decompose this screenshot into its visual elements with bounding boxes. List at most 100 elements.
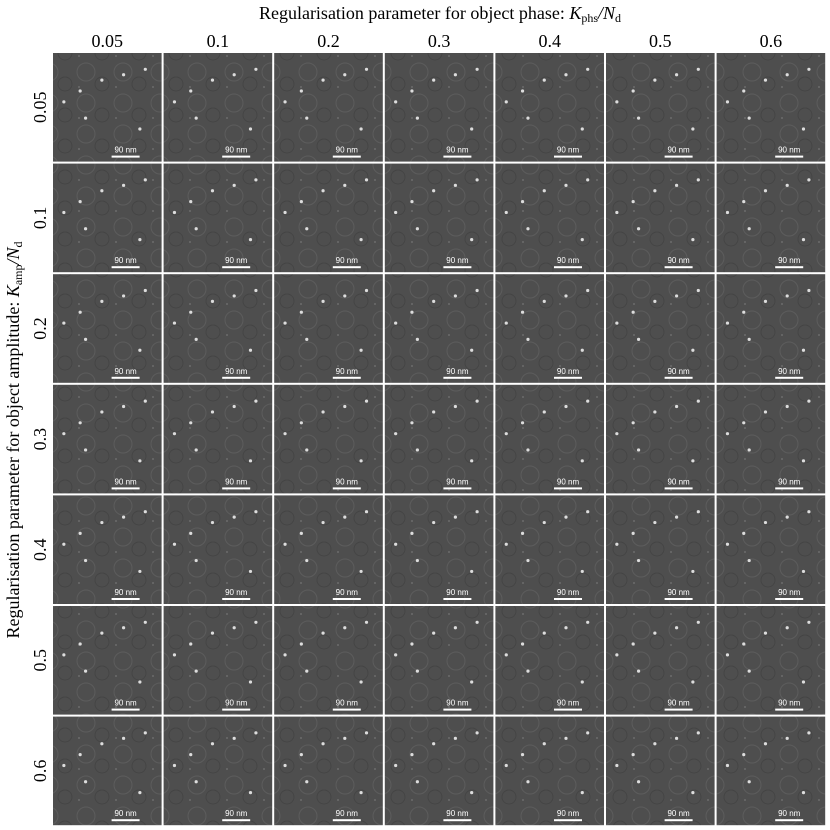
particle xyxy=(526,116,530,120)
y-title-slash: /N xyxy=(3,246,23,265)
particle xyxy=(359,127,363,131)
particle xyxy=(453,626,457,630)
particle xyxy=(542,78,546,82)
particle xyxy=(143,399,147,403)
particle xyxy=(615,210,619,215)
image-tile xyxy=(606,495,715,604)
particle xyxy=(636,116,641,120)
particle xyxy=(343,736,347,740)
particle xyxy=(504,653,508,657)
particle xyxy=(586,731,590,735)
particle xyxy=(194,448,198,452)
y-title-sub: amp xyxy=(11,264,25,285)
particle xyxy=(138,459,142,463)
scale-bar-label: 90 nm xyxy=(557,367,580,376)
particle xyxy=(725,432,730,436)
particle xyxy=(121,515,126,519)
particle xyxy=(526,337,530,341)
particle xyxy=(305,558,309,563)
particle xyxy=(172,210,177,215)
scale-bar-label: 90 nm xyxy=(225,477,248,486)
particle xyxy=(210,520,215,525)
scale-bar-label: 90 nm xyxy=(557,256,580,265)
particle xyxy=(653,631,657,635)
particle xyxy=(785,73,789,77)
particle xyxy=(189,642,193,646)
particle xyxy=(232,736,236,740)
particle xyxy=(636,227,641,231)
particle xyxy=(564,404,568,409)
particle xyxy=(453,294,457,298)
particle xyxy=(83,669,88,673)
image-tile xyxy=(495,163,604,273)
particle xyxy=(520,89,525,93)
particle xyxy=(807,399,811,403)
particle xyxy=(364,288,369,293)
particle xyxy=(305,337,309,341)
particle xyxy=(453,73,457,77)
image-tile xyxy=(495,274,604,383)
image-tile xyxy=(274,716,383,826)
particle xyxy=(674,183,679,187)
y-title: Regularisation parameter for object ampl… xyxy=(3,241,25,638)
particle xyxy=(674,73,679,77)
scale-bar-label: 90 nm xyxy=(778,367,801,376)
particle xyxy=(631,753,635,757)
particle xyxy=(359,459,363,463)
particle xyxy=(283,653,287,657)
scale-bar xyxy=(554,708,582,711)
particle xyxy=(520,310,525,314)
scale-bar xyxy=(222,487,251,490)
particle xyxy=(636,448,641,452)
particle xyxy=(520,421,525,425)
particle xyxy=(343,294,347,298)
particle xyxy=(807,731,811,735)
particle xyxy=(807,620,811,624)
particle xyxy=(62,432,66,436)
particle xyxy=(299,310,303,314)
scale-bar xyxy=(111,708,140,711)
column-label: 0.1 xyxy=(207,31,230,51)
particle xyxy=(564,626,568,630)
particle xyxy=(138,127,142,131)
particle xyxy=(742,89,746,93)
row-label: 0.1 xyxy=(30,207,50,230)
particle xyxy=(248,459,253,463)
particle xyxy=(210,742,215,746)
scale-bar-label: 90 nm xyxy=(667,146,690,155)
particle xyxy=(631,531,635,536)
image-tile xyxy=(163,274,273,383)
particle xyxy=(542,520,546,525)
particle xyxy=(305,227,309,231)
image-tile xyxy=(274,495,383,604)
particle xyxy=(283,321,287,325)
particle xyxy=(785,183,789,187)
particle xyxy=(83,116,88,120)
particle xyxy=(470,791,474,795)
particle xyxy=(248,348,253,352)
particle xyxy=(696,178,700,182)
particle xyxy=(580,459,584,463)
particle xyxy=(696,67,700,71)
particle xyxy=(631,89,635,93)
scale-bar xyxy=(554,819,582,822)
particle xyxy=(189,89,193,93)
particle xyxy=(254,67,258,71)
image-tile xyxy=(495,716,604,826)
image-tile xyxy=(274,163,383,273)
particle xyxy=(321,520,325,525)
scale-bar xyxy=(111,487,140,490)
particle xyxy=(121,626,126,630)
particle xyxy=(580,348,584,352)
particle xyxy=(580,791,584,795)
scale-bar xyxy=(222,376,251,379)
particle xyxy=(747,116,751,120)
particle xyxy=(299,421,303,425)
particle xyxy=(321,78,325,82)
scale-bar-label: 90 nm xyxy=(114,809,137,818)
scale-bar xyxy=(111,155,140,158)
scale-bar-label: 90 nm xyxy=(336,809,359,818)
particle xyxy=(674,404,679,409)
scale-bar-label: 90 nm xyxy=(446,588,469,597)
scale-bar xyxy=(111,376,140,379)
